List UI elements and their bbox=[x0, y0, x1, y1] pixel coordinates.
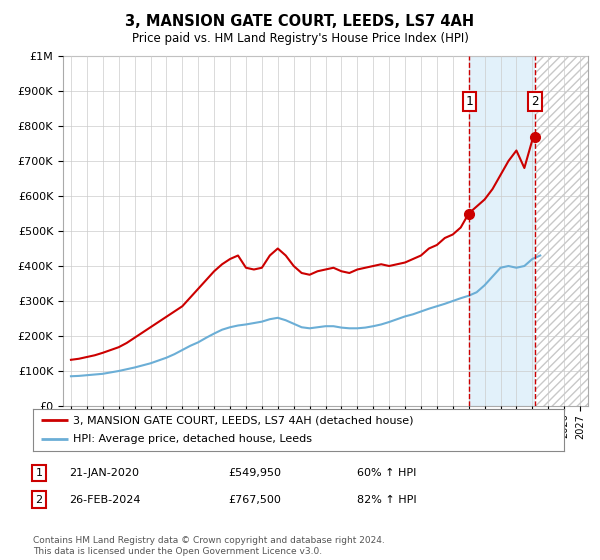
Text: Price paid vs. HM Land Registry's House Price Index (HPI): Price paid vs. HM Land Registry's House … bbox=[131, 32, 469, 45]
Text: 21-JAN-2020: 21-JAN-2020 bbox=[69, 468, 139, 478]
Text: £767,500: £767,500 bbox=[228, 494, 281, 505]
Text: £549,950: £549,950 bbox=[228, 468, 281, 478]
Bar bbox=[535, 56, 588, 406]
Text: 1: 1 bbox=[466, 95, 473, 108]
Text: 26-FEB-2024: 26-FEB-2024 bbox=[69, 494, 140, 505]
Text: Contains HM Land Registry data © Crown copyright and database right 2024.
This d: Contains HM Land Registry data © Crown c… bbox=[33, 536, 385, 556]
Text: 3, MANSION GATE COURT, LEEDS, LS7 4AH (detached house): 3, MANSION GATE COURT, LEEDS, LS7 4AH (d… bbox=[73, 415, 413, 425]
Text: HPI: Average price, detached house, Leeds: HPI: Average price, detached house, Leed… bbox=[73, 435, 312, 445]
Text: 3, MANSION GATE COURT, LEEDS, LS7 4AH: 3, MANSION GATE COURT, LEEDS, LS7 4AH bbox=[125, 14, 475, 29]
Text: 82% ↑ HPI: 82% ↑ HPI bbox=[357, 494, 416, 505]
Bar bbox=[535, 56, 588, 406]
Bar bbox=[469, 56, 535, 406]
Text: 1: 1 bbox=[35, 468, 43, 478]
Text: 2: 2 bbox=[531, 95, 538, 108]
Text: 2: 2 bbox=[35, 494, 43, 505]
Text: 60% ↑ HPI: 60% ↑ HPI bbox=[357, 468, 416, 478]
